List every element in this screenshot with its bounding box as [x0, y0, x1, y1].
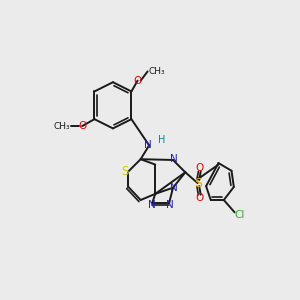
Text: N: N	[148, 200, 155, 210]
Text: N: N	[145, 140, 152, 150]
Text: O: O	[196, 163, 204, 173]
Text: O: O	[134, 76, 142, 86]
Text: N: N	[170, 154, 178, 164]
Text: N: N	[170, 183, 178, 193]
Text: O: O	[196, 194, 204, 203]
Text: CH₃: CH₃	[53, 122, 70, 130]
Text: S: S	[194, 177, 202, 190]
Text: O: O	[78, 121, 86, 131]
Text: H: H	[158, 135, 165, 145]
Text: S: S	[121, 165, 128, 178]
Text: CH₃: CH₃	[148, 67, 165, 76]
Text: N: N	[166, 200, 174, 210]
Text: Cl: Cl	[235, 210, 245, 220]
